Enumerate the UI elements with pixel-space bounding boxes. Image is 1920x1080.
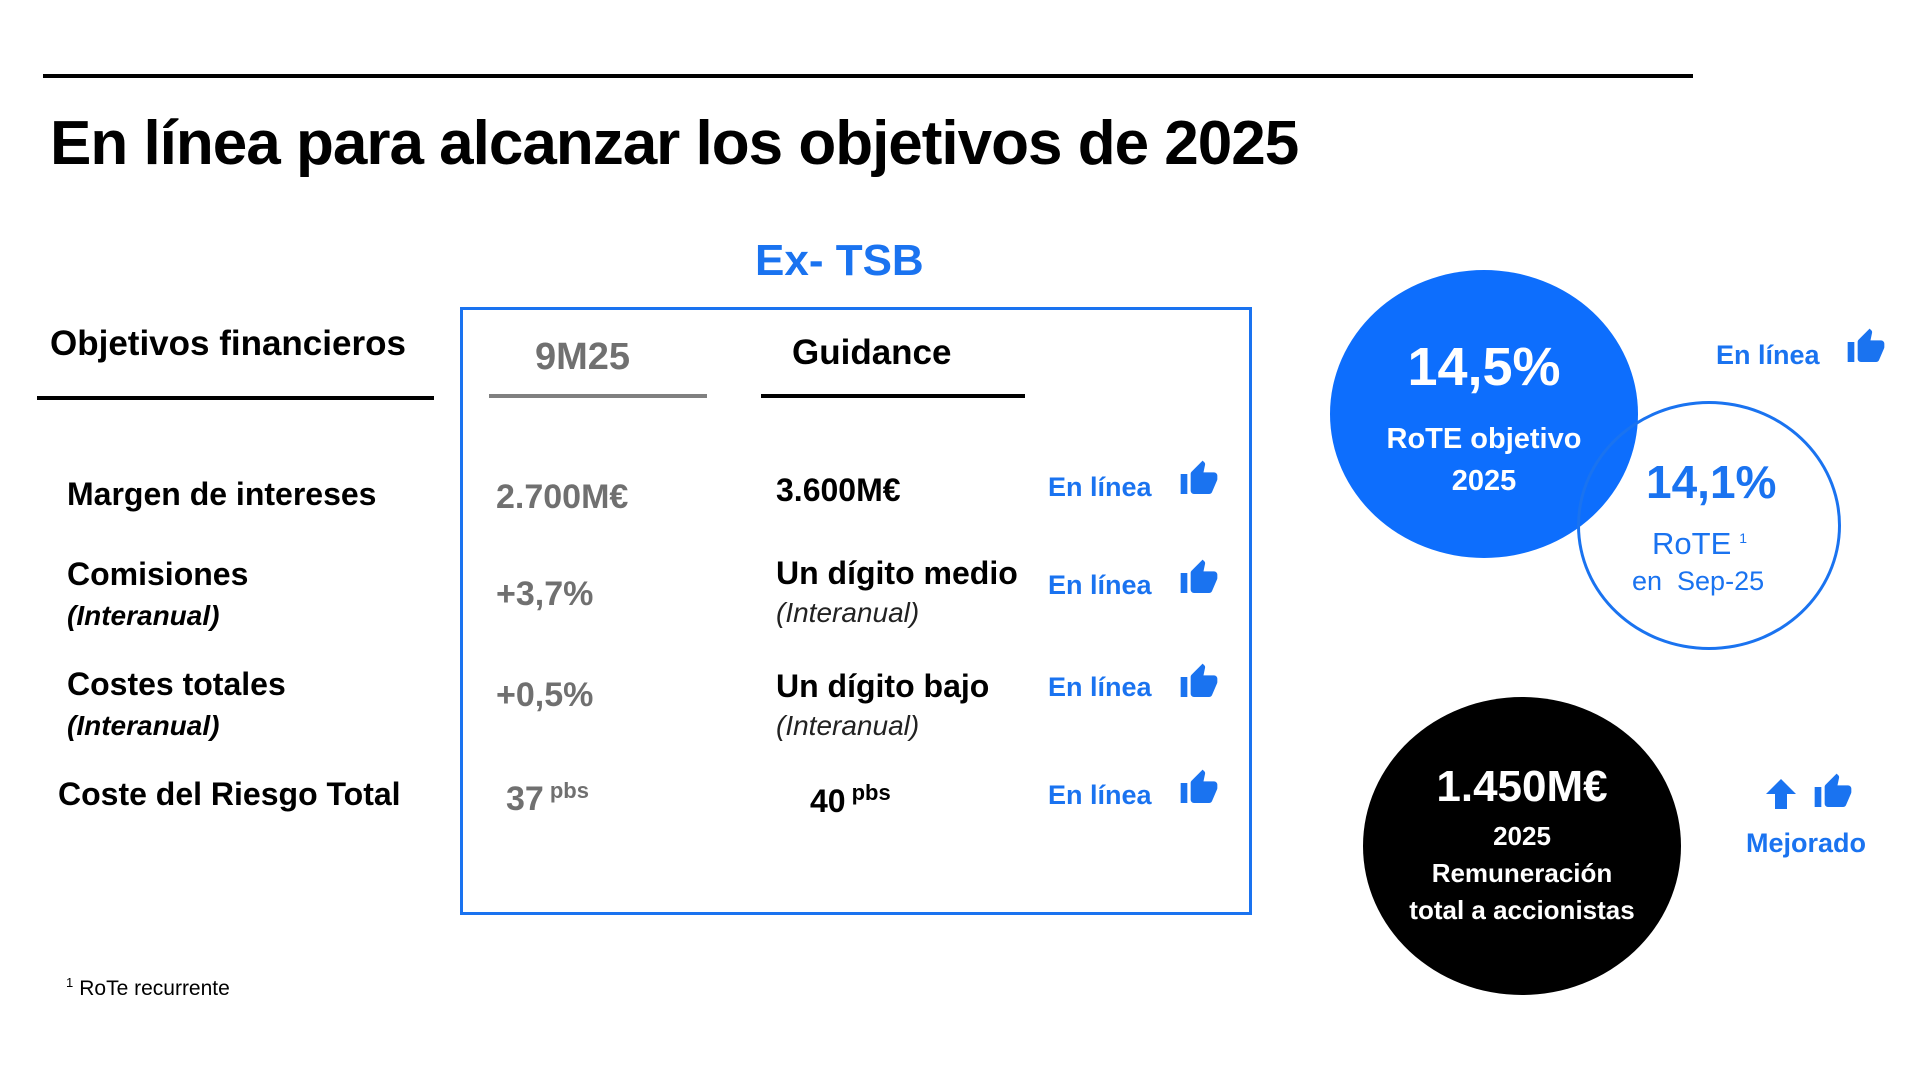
arrow-up-icon	[1763, 775, 1799, 813]
objectives-header: Objetivos financieros	[50, 324, 406, 363]
thumbs-up-icon	[1179, 558, 1219, 598]
row-guidance: 40	[810, 783, 846, 819]
column-header-guidance-underline	[761, 394, 1025, 398]
row-label: Margen de intereses	[67, 476, 377, 512]
rote-target-label-line2: 2025	[1451, 465, 1517, 497]
shareholder-value: 1.450M€	[1436, 762, 1608, 811]
rote-current-label: RoTE	[1652, 526, 1732, 561]
row-sublabel: (Interanual)	[67, 710, 220, 741]
column-header-9m25: 9M25	[535, 336, 631, 378]
row-value-9m25: +3,7%	[496, 575, 594, 613]
shareholder-label-line1: 2025	[1493, 821, 1551, 851]
row-status: En línea	[1048, 672, 1152, 702]
shareholder-label-line3: total a accionistas	[1409, 895, 1635, 925]
section-label: Ex- TSB	[755, 236, 924, 285]
thumbs-up-icon	[1179, 768, 1219, 808]
footnote: 1 RoTe recurrente	[66, 975, 230, 1001]
thumbs-up-icon	[1179, 459, 1219, 499]
shareholder-circle	[1363, 697, 1681, 995]
row-guidance-cell: 40 pbs	[810, 780, 891, 820]
row-status: En línea	[1048, 780, 1152, 810]
row-value-9m25: 37	[506, 780, 544, 818]
shareholder-label-line2: Remuneración	[1431, 858, 1613, 888]
page-title: En línea para alcanzar los objetivos de …	[50, 109, 1299, 178]
row-guidance: Un dígito bajo	[776, 668, 990, 704]
row-status: En línea	[1048, 472, 1152, 502]
shareholder-status: Mejorado	[1746, 828, 1867, 858]
row-label: Coste del Riesgo Total	[58, 776, 401, 812]
rote-target-label: RoTE objetivo 2025	[1330, 418, 1638, 502]
rote-current-value: 14,1%	[1646, 456, 1777, 508]
column-header-9m25-underline	[489, 394, 707, 398]
rote-status: En línea	[1716, 340, 1820, 370]
row-value-9m25-unit: pbs	[549, 778, 589, 803]
thumbs-up-icon	[1846, 327, 1886, 367]
row-label: Costes totales	[67, 666, 286, 702]
row-value-9m25: +0,5%	[496, 676, 594, 714]
rote-target-value: 14,5%	[1407, 337, 1561, 397]
row-value-9m25: 2.700M€	[496, 478, 629, 516]
row-label: Comisiones	[67, 556, 249, 592]
row-value-9m25-cell: 37 pbs	[506, 778, 589, 819]
footnote-mark: 1	[66, 975, 74, 990]
row-guidance: Un dígito medio	[776, 555, 1018, 591]
row-sublabel: (Interanual)	[67, 600, 220, 631]
rote-current-circle	[1577, 401, 1841, 650]
column-header-guidance: Guidance	[792, 333, 952, 372]
rote-current-period: en Sep-25	[1632, 566, 1765, 596]
shareholder-label: 2025 Remuneración total a accionistas	[1363, 818, 1681, 929]
objectives-header-underline	[37, 396, 434, 400]
rote-target-label-line1: RoTE objetivo	[1386, 423, 1582, 455]
row-guidance: 3.600M€	[776, 472, 901, 508]
rote-current-footnote-mark: 1	[1739, 529, 1748, 546]
ex-tsb-frame	[460, 307, 1252, 915]
thumbs-up-icon	[1179, 662, 1219, 702]
row-guidance-sub: (Interanual)	[776, 597, 920, 628]
row-guidance-sub: (Interanual)	[776, 710, 920, 741]
row-status: En línea	[1048, 570, 1152, 600]
rote-current-label-line: RoTE 1	[1652, 526, 1747, 562]
footnote-text: RoTe recurrente	[79, 977, 230, 1000]
top-divider	[43, 74, 1693, 78]
thumbs-up-icon	[1813, 772, 1853, 812]
row-guidance-unit: pbs	[851, 780, 891, 805]
